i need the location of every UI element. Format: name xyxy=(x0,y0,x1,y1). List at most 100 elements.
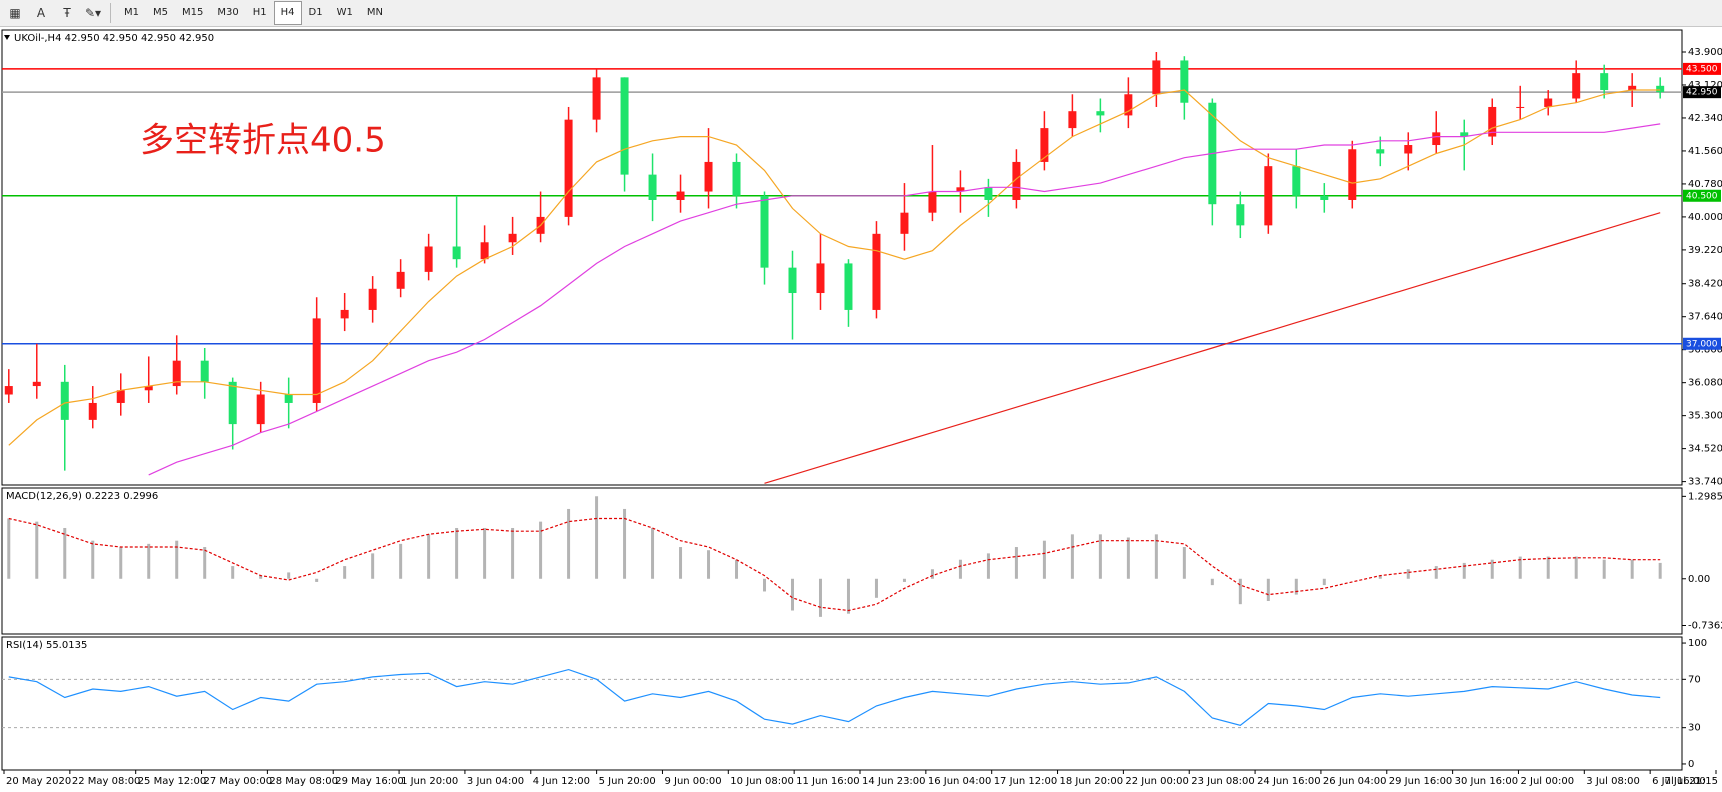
macd-bar xyxy=(1070,534,1074,579)
macd-bar xyxy=(371,553,375,579)
x-tick-label: 28 May 08:00 xyxy=(269,776,338,787)
candle-body xyxy=(1544,98,1553,107)
shapes-tool[interactable]: ✎▾ xyxy=(84,6,102,20)
timeframe-button[interactable]: M1 xyxy=(124,7,139,18)
macd-bar xyxy=(1182,547,1186,579)
x-tick-label: 22 May 08:00 xyxy=(72,776,141,787)
macd-bar xyxy=(1490,559,1494,579)
candle-body xyxy=(620,77,629,175)
macd-bar xyxy=(231,566,235,579)
y-tick-label: 30 xyxy=(1688,723,1701,734)
timeframe-button[interactable]: MN xyxy=(366,7,383,18)
candle-body xyxy=(452,246,461,260)
macd-bar xyxy=(818,578,822,617)
label-tool[interactable]: Ŧ xyxy=(63,6,71,20)
macd-bar xyxy=(1602,559,1606,579)
candle-body xyxy=(396,271,405,289)
macd-bar xyxy=(651,527,655,579)
candle-body xyxy=(1012,161,1021,200)
candle-body xyxy=(1096,111,1105,116)
macd-bar xyxy=(846,578,850,614)
macd-bar xyxy=(483,527,487,579)
timeframe-button[interactable]: H1 xyxy=(252,7,267,18)
timeframe-button[interactable]: M5 xyxy=(153,7,168,18)
timeframe-button[interactable]: M30 xyxy=(217,7,239,18)
candle-body xyxy=(172,360,181,387)
macd-bar xyxy=(539,521,543,579)
x-tick-label: 1 Jun 20:00 xyxy=(401,776,458,787)
candle-body xyxy=(480,242,489,260)
candle-body xyxy=(1040,128,1049,162)
macd-bar xyxy=(763,578,767,592)
macd-bar xyxy=(1378,575,1382,579)
candle-body xyxy=(704,161,713,192)
macd-bar xyxy=(707,550,711,579)
y-tick-label: 1.2985 xyxy=(1688,491,1722,502)
y-tick-label: 100 xyxy=(1688,638,1707,649)
candle-body xyxy=(1628,85,1637,91)
candle-body xyxy=(592,77,601,120)
y-tick-label: 34.520 xyxy=(1688,444,1722,455)
annotation: 多空转折点40.5 xyxy=(140,121,386,161)
macd-bar xyxy=(1462,562,1466,579)
level-label: 37.000 xyxy=(1686,339,1718,349)
x-tick-label: 16 Jun 04:00 xyxy=(928,776,992,787)
panel-frame xyxy=(1,487,1683,635)
candle-body xyxy=(88,402,97,420)
candle-body xyxy=(60,381,69,420)
macd-bar xyxy=(147,543,151,579)
candle-body xyxy=(144,386,153,391)
candle-body xyxy=(1572,73,1581,99)
timeframe-button[interactable]: D1 xyxy=(308,7,323,18)
macd-bar xyxy=(1546,556,1550,579)
candle-body xyxy=(228,381,237,425)
macd-bar xyxy=(399,543,403,579)
y-tick-label: 43.120 xyxy=(1688,80,1722,91)
y-tick-label: 35.300 xyxy=(1688,411,1722,422)
candle-body xyxy=(928,191,937,213)
timeframe-button[interactable]: M15 xyxy=(182,7,204,18)
y-tick-label: 33.740 xyxy=(1688,477,1722,488)
y-tick-label: 36.080 xyxy=(1688,378,1722,389)
y-tick-label: 43.900 xyxy=(1688,47,1722,58)
candle-body xyxy=(816,263,825,294)
candle-body xyxy=(956,187,965,192)
macd-bar xyxy=(1574,556,1578,579)
candle-body xyxy=(32,381,41,387)
macd-bar xyxy=(35,521,39,579)
macd-bar xyxy=(930,569,934,579)
macd-bar xyxy=(1126,537,1130,579)
candle-body xyxy=(1376,149,1385,154)
toolbar-icon[interactable]: ▦ xyxy=(9,6,21,20)
macd-bar xyxy=(1266,578,1270,601)
candle-body xyxy=(564,119,573,217)
candle-body xyxy=(1488,106,1497,137)
y-tick-label: 40.780 xyxy=(1688,179,1722,190)
text-tool[interactable]: A xyxy=(36,6,46,20)
macd-bar xyxy=(1658,562,1662,579)
candle-body xyxy=(676,191,685,200)
timeframe-button[interactable]: H4 xyxy=(273,1,302,25)
x-tick-label: 3 Jul 08:00 xyxy=(1586,776,1640,787)
timeframe-button[interactable]: W1 xyxy=(336,7,353,18)
x-tick-label: 2 Jul 00:00 xyxy=(1520,776,1574,787)
macd-bar xyxy=(902,578,906,582)
candle-body xyxy=(760,195,769,268)
level-tag xyxy=(1683,86,1721,99)
x-tick-label: 6 Jul 16:00 xyxy=(1652,776,1706,787)
candle-body xyxy=(1432,132,1441,146)
candle-body xyxy=(284,394,293,403)
x-tick-label: 23 Jun 08:00 xyxy=(1191,776,1255,787)
macd-bar xyxy=(119,547,123,579)
macd-bar xyxy=(1434,566,1438,579)
macd-bar xyxy=(511,527,515,579)
candle-body xyxy=(1264,166,1273,226)
candle-body xyxy=(732,161,741,196)
candle-body xyxy=(1516,106,1525,108)
candle-body xyxy=(1320,195,1329,200)
y-tick-label: 38.420 xyxy=(1688,279,1722,290)
candle-body xyxy=(1152,60,1161,95)
macd-bar xyxy=(1154,534,1158,579)
level-tag xyxy=(1683,189,1721,202)
y-tick-label: 40.000 xyxy=(1688,212,1722,223)
